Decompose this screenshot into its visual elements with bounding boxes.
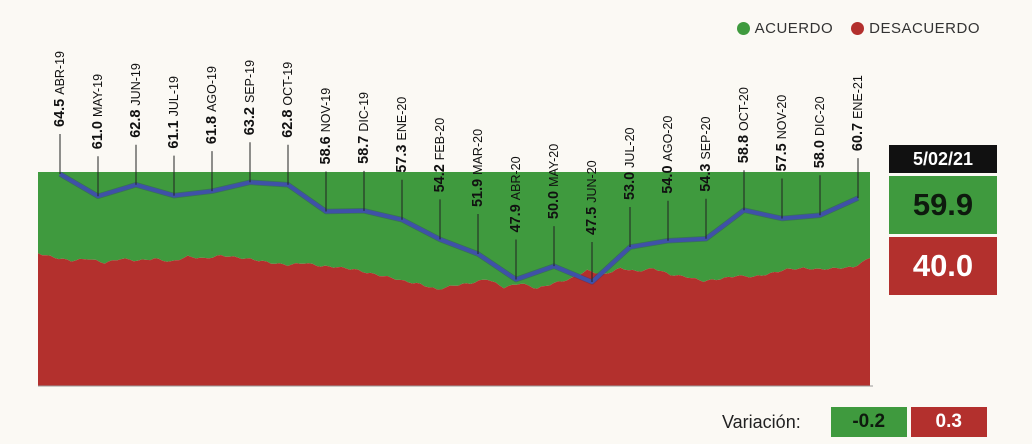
agree-area [38,172,870,290]
series-line [58,172,859,284]
category-label: ABR-19 [53,51,67,95]
value-label: 57.3 [394,145,410,173]
data-label: 54.2 FEB-20 [432,118,448,193]
value-label: 54.2 [432,164,448,192]
category-label: SEP-19 [243,60,257,103]
variation-label: Variación: [722,411,801,432]
category-label: MAY-19 [91,74,105,117]
category-label: ENE-20 [395,97,409,141]
legend-agree-dot-icon [736,22,750,35]
category-label: OCT-19 [281,62,295,106]
legend-disagree-dot-icon [851,22,865,35]
category-label: JUL-20 [623,127,637,167]
category-label: FEB-20 [433,118,447,160]
legend-item-agree: ACUERDO [736,20,834,37]
label-layer: 64.5 ABR-19 61.0 MAY-19 62.8 JUN-19 61.1 JUL-19… [52,51,866,282]
category-label: AGO-20 [661,116,675,162]
data-label: 58.8 OCT-20 [736,87,752,163]
data-label: 61.8 AGO-19 [204,66,220,144]
category-label: NOV-20 [775,95,789,140]
category-label: AGO-19 [205,66,219,112]
data-label: 53.0 JUL-20 [622,127,638,200]
data-label: 50.0 MAY-20 [546,144,562,219]
category-label: OCT-20 [737,87,751,131]
category-label: DIC-20 [813,96,827,136]
legend-agree-label: ACUERDO [754,20,834,37]
variation-row: Variación: -0.2 0.3 [722,407,987,437]
legend-item-disagree: DESACUERDO [851,20,980,37]
value-label: 61.8 [204,116,220,144]
value-label: 58.7 [356,136,372,164]
category-label: ENE-21 [851,75,865,119]
value-label: 51.9 [470,179,486,207]
value-label: 50.0 [546,191,562,219]
category-label: JUN-19 [129,63,143,105]
value-label: 53.0 [622,172,638,200]
data-label: 54.3 SEP-20 [698,116,714,191]
value-label: 63.2 [242,107,258,135]
data-label: 47.9 ABR-20 [508,156,524,232]
data-label: 54.0 AGO-20 [660,116,676,194]
line-layer [58,171,860,285]
current-disagree-value: 40.0 [889,237,997,295]
value-label: 58.6 [318,136,334,164]
value-label: 47.5 [584,207,600,235]
variation-disagree: 0.3 [910,407,987,437]
value-label: 62.8 [280,110,296,138]
category-label: MAY-20 [547,144,561,187]
category-label: DIC-19 [357,92,371,132]
value-label: 60.7 [850,123,866,151]
data-label: 63.2 SEP-19 [242,60,258,135]
category-label: MAR-20 [471,129,485,175]
data-label: 57.5 NOV-20 [774,95,790,172]
data-label: 58.7 DIC-19 [356,92,372,164]
current-date: 5/02/21 [889,145,997,173]
legend: ACUERDO DESACUERDO [736,20,980,37]
value-label: 57.5 [774,143,790,171]
data-label: 61.0 MAY-19 [90,74,106,149]
value-label: 58.0 [812,140,828,168]
value-label: 61.1 [166,120,182,148]
value-label: 54.0 [660,165,676,193]
data-label: 58.6 NOV-19 [318,88,334,165]
value-label: 54.3 [698,164,714,192]
data-label: 64.5 ABR-19 [52,51,68,127]
data-label: 51.9 MAR-20 [470,129,486,207]
category-label: ABR-20 [509,156,523,200]
category-label: SEP-20 [699,116,713,159]
variation-agree: -0.2 [830,407,907,437]
data-label: 58.0 DIC-20 [812,96,828,168]
legend-disagree-label: DESACUERDO [869,20,980,37]
value-label: 61.0 [90,121,106,149]
data-label: 60.7 ENE-21 [850,75,866,151]
category-label: NOV-19 [319,88,333,133]
data-label: 62.8 JUN-19 [128,63,144,138]
data-label: 62.8 OCT-19 [280,62,296,138]
value-label: 47.9 [508,204,524,232]
category-label: JUN-20 [585,160,599,202]
data-label: 61.1 JUL-19 [166,76,182,149]
area-layer [38,172,870,386]
value-label: 64.5 [52,99,68,127]
current-agree-value: 59.9 [889,176,997,234]
category-label: JUL-19 [167,76,181,116]
value-label: 58.8 [736,135,752,163]
data-label: 47.5 JUN-20 [584,160,600,235]
disagree-area [38,253,870,386]
value-label: 62.8 [128,110,144,138]
data-label: 57.3 ENE-20 [394,97,410,173]
